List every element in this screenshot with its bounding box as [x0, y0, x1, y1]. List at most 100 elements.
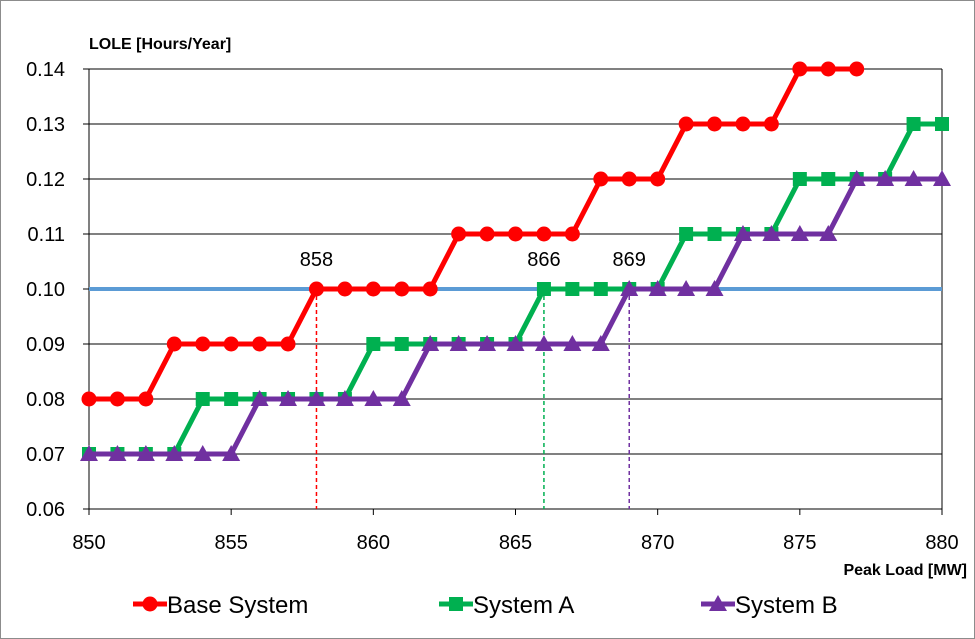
data-point-triangle	[136, 445, 155, 461]
data-point-circle	[792, 61, 808, 77]
data-point-square	[195, 392, 210, 406]
y-tick-label: 0.06	[26, 499, 65, 521]
axes: 0.06 0.07 0.08 0.09 0.10 0.11 0.12 0.13 0.14 850 8…	[26, 59, 959, 554]
series-line	[89, 66, 857, 402]
data-point-circle	[138, 391, 154, 407]
data-point-triangle	[478, 335, 497, 351]
data-point-circle	[479, 226, 495, 242]
data-point-circle	[280, 336, 296, 352]
data-point-triangle	[534, 335, 553, 351]
data-point-triangle	[193, 445, 212, 461]
data-point-circle	[650, 171, 666, 187]
data-point-circle	[365, 281, 381, 297]
data-point-square	[394, 337, 409, 351]
y-axis-title: LOLE [Hours/Year]	[89, 36, 231, 53]
data-point-circle	[394, 281, 410, 297]
x-tick-label: 855	[214, 532, 247, 554]
y-tick-label: 0.10	[26, 279, 65, 301]
data-point-circle	[195, 336, 211, 352]
data-point-triangle	[819, 225, 838, 241]
series-base-system	[81, 61, 865, 407]
data-point-circle	[763, 116, 779, 132]
data-point-triangle	[165, 445, 184, 461]
data-point-square	[935, 117, 949, 131]
data-point-triangle	[876, 170, 895, 186]
data-point-circle	[564, 226, 580, 242]
data-point-circle	[621, 171, 637, 187]
data-point-triangle	[392, 390, 411, 406]
data-point-triangle	[279, 390, 298, 406]
data-point-circle	[849, 61, 865, 77]
y-tick-label: 0.14	[26, 59, 65, 81]
data-point-circle	[735, 116, 751, 132]
data-point-circle	[337, 281, 353, 297]
data-point-square	[366, 337, 381, 351]
data-point-circle	[109, 391, 125, 407]
series-layer	[80, 61, 951, 461]
legend-label: Base System	[167, 592, 308, 619]
data-point-circle	[223, 336, 239, 352]
data-point-circle	[536, 226, 552, 242]
data-point-circle	[508, 226, 523, 242]
data-point-circle	[678, 116, 694, 132]
data-point-square	[593, 282, 608, 296]
data-point-triangle	[620, 280, 639, 296]
data-point-triangle	[847, 170, 866, 186]
legend-swatch-marker	[709, 595, 727, 611]
data-point-circle	[820, 61, 836, 77]
y-tick-label: 0.09	[26, 334, 65, 356]
data-point-triangle	[790, 225, 809, 241]
x-tick-label: 870	[641, 532, 674, 554]
data-point-triangle	[421, 335, 440, 351]
data-point-triangle	[222, 445, 241, 461]
data-point-circle	[81, 391, 97, 407]
data-point-circle	[166, 336, 182, 352]
legend-swatch-marker	[449, 597, 463, 611]
x-tick-label: 875	[783, 532, 816, 554]
legend: Base System System A System B	[133, 592, 838, 619]
y-tick-label: 0.08	[26, 389, 65, 411]
series-system-b	[80, 170, 951, 461]
annotation-label: 866	[527, 249, 560, 271]
data-point-triangle	[591, 335, 610, 351]
y-tick-label: 0.13	[26, 114, 65, 136]
data-point-triangle	[108, 445, 127, 461]
annotation-label: 869	[613, 249, 646, 271]
data-point-triangle	[250, 390, 269, 406]
x-tick-label: 850	[72, 532, 105, 554]
legend-label: System B	[735, 592, 838, 619]
data-point-triangle	[705, 280, 724, 296]
annotation-layer: 858 866 869	[300, 249, 646, 271]
data-point-triangle	[335, 390, 354, 406]
data-point-circle	[451, 226, 467, 242]
data-point-triangle	[733, 225, 752, 241]
data-point-circle	[308, 281, 324, 297]
data-point-triangle	[449, 335, 468, 351]
data-point-triangle	[762, 225, 781, 241]
x-tick-label: 865	[499, 532, 532, 554]
data-point-square	[906, 117, 921, 131]
data-point-triangle	[80, 445, 98, 461]
data-point-triangle	[648, 280, 667, 296]
series-line	[89, 176, 942, 457]
annotation-label: 858	[300, 249, 333, 271]
data-point-triangle	[904, 170, 923, 186]
legend-swatch-marker	[142, 596, 158, 612]
data-point-square	[565, 282, 580, 296]
data-point-square	[679, 227, 694, 241]
data-point-triangle	[677, 280, 696, 296]
data-point-square	[224, 392, 239, 406]
data-point-triangle	[933, 170, 951, 186]
data-point-circle	[707, 116, 723, 132]
y-tick-label: 0.07	[26, 444, 65, 466]
legend-item: System B	[701, 592, 838, 619]
data-point-square	[792, 172, 807, 186]
data-point-triangle	[364, 390, 383, 406]
x-tick-label: 860	[357, 532, 390, 554]
x-tick-label: 880	[925, 532, 958, 554]
legend-item: Base System	[133, 592, 308, 619]
data-point-square	[536, 282, 551, 296]
data-point-circle	[252, 336, 268, 352]
